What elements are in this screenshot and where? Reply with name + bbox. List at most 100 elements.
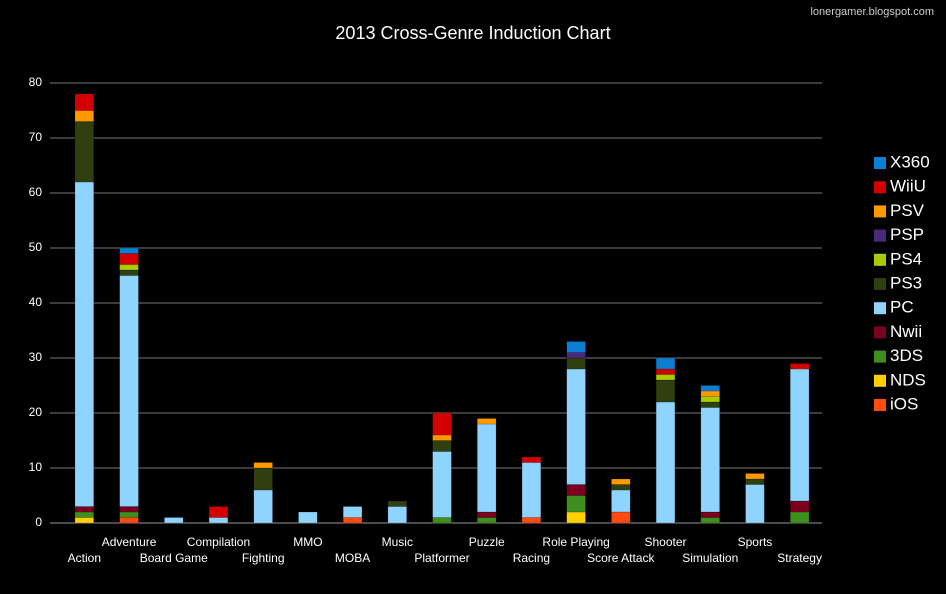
bar-segment <box>477 418 497 425</box>
legend-swatch <box>874 253 886 266</box>
bar-segment <box>700 517 720 524</box>
bar-segment <box>119 253 139 265</box>
legend-swatch <box>874 326 886 339</box>
bar-segment <box>119 517 139 524</box>
bar-segment <box>74 517 94 524</box>
y-tick-label: 20 <box>29 405 43 419</box>
bar-segment <box>700 385 720 392</box>
bar-segment <box>432 412 452 436</box>
x-tick-label: MOBA <box>335 551 370 565</box>
y-tick-label: 30 <box>29 350 43 364</box>
x-tick-label: Puzzle <box>469 535 505 549</box>
legend-label: X360 <box>890 152 930 171</box>
bar-segment <box>700 396 720 403</box>
bar-segment <box>253 462 273 469</box>
bar-segment <box>611 489 631 513</box>
bar-segment <box>119 269 139 276</box>
legend-label: PSP <box>890 225 924 244</box>
legend-label: Nwii <box>890 322 922 341</box>
bar-segment <box>432 517 452 524</box>
x-tick-label: Fighting <box>242 551 285 565</box>
x-tick-label: Score Attack <box>587 551 655 565</box>
bar-segment <box>74 511 94 518</box>
bar-segment <box>387 506 407 524</box>
bar-segment <box>790 500 810 513</box>
bar-segment <box>566 511 586 524</box>
legend-label: iOS <box>890 394 918 413</box>
bar-segment <box>566 484 586 496</box>
x-tick-label: Simulation <box>682 551 738 565</box>
bar-segment <box>208 506 229 518</box>
bar-segment <box>74 181 94 507</box>
x-tick-label: Adventure <box>102 535 157 549</box>
x-tick-label: Compilation <box>187 535 250 549</box>
bar-segment <box>655 401 676 524</box>
bar-segment <box>119 506 139 513</box>
bar-segment <box>790 511 810 524</box>
bar-segment <box>342 517 363 524</box>
legend-swatch <box>874 350 886 363</box>
x-tick-label: Platformer <box>414 551 469 565</box>
bar-segment <box>655 374 676 381</box>
bar-segment <box>655 357 676 370</box>
bar-segment <box>790 368 810 502</box>
y-tick-label: 10 <box>29 460 43 474</box>
bar-segment <box>342 506 363 518</box>
bar-segment <box>566 352 586 359</box>
bar-segment <box>432 440 452 452</box>
bar-segment <box>521 456 542 463</box>
bar-segment <box>432 434 452 441</box>
bar-segment <box>298 511 318 524</box>
x-tick-label: Sports <box>738 535 773 549</box>
x-tick-label: Action <box>68 551 101 565</box>
x-tick-label: Strategy <box>777 551 822 565</box>
x-tick-label: Shooter <box>645 535 687 549</box>
bar-segment <box>253 489 273 524</box>
bar-segment <box>253 467 273 491</box>
legend-label: WiiU <box>890 177 926 196</box>
legend-swatch <box>874 157 886 169</box>
bar-segment <box>208 517 229 524</box>
legend-swatch <box>874 181 886 194</box>
y-tick-label: 70 <box>29 130 43 144</box>
bar-segment <box>566 368 586 485</box>
chart-title: 2013 Cross-Genre Induction Chart <box>335 23 610 43</box>
bar-segment <box>566 341 586 353</box>
legend-label: 3DS <box>890 346 923 365</box>
legend-label: PS3 <box>890 273 922 292</box>
bar-segment <box>119 247 139 254</box>
bar-segment <box>477 423 497 513</box>
bar-segment <box>700 407 720 513</box>
bar-segment <box>566 495 586 513</box>
bar-segment <box>790 363 810 370</box>
legend-label: NDS <box>890 370 926 389</box>
bar-segment <box>566 357 586 370</box>
legend-swatch <box>874 229 886 242</box>
bar-segment <box>611 478 631 485</box>
bar-segment <box>700 390 720 397</box>
bar-segment <box>700 511 720 518</box>
y-tick-label: 60 <box>29 185 43 199</box>
bar-segment <box>655 379 676 403</box>
y-tick-label: 50 <box>29 240 43 254</box>
bar-segment <box>700 401 720 408</box>
legend-label: PC <box>890 298 914 317</box>
x-tick-label: MMO <box>293 535 322 549</box>
bar-segment <box>74 506 94 513</box>
bar-segment <box>74 121 94 183</box>
bar-segment <box>521 517 542 524</box>
bar-segment <box>611 484 631 491</box>
bar-segment <box>119 511 139 518</box>
bar-segment <box>74 110 94 122</box>
y-tick-label: 40 <box>29 295 43 309</box>
bar-segment <box>745 478 765 485</box>
bar-segment <box>119 275 139 507</box>
bar-segment <box>745 473 765 480</box>
bar-segment <box>611 511 631 524</box>
bar-segment <box>745 484 765 524</box>
legend-swatch <box>874 278 886 290</box>
legend-label: PSV <box>890 201 925 220</box>
legend-swatch <box>874 374 886 387</box>
bar-segment <box>655 368 676 375</box>
